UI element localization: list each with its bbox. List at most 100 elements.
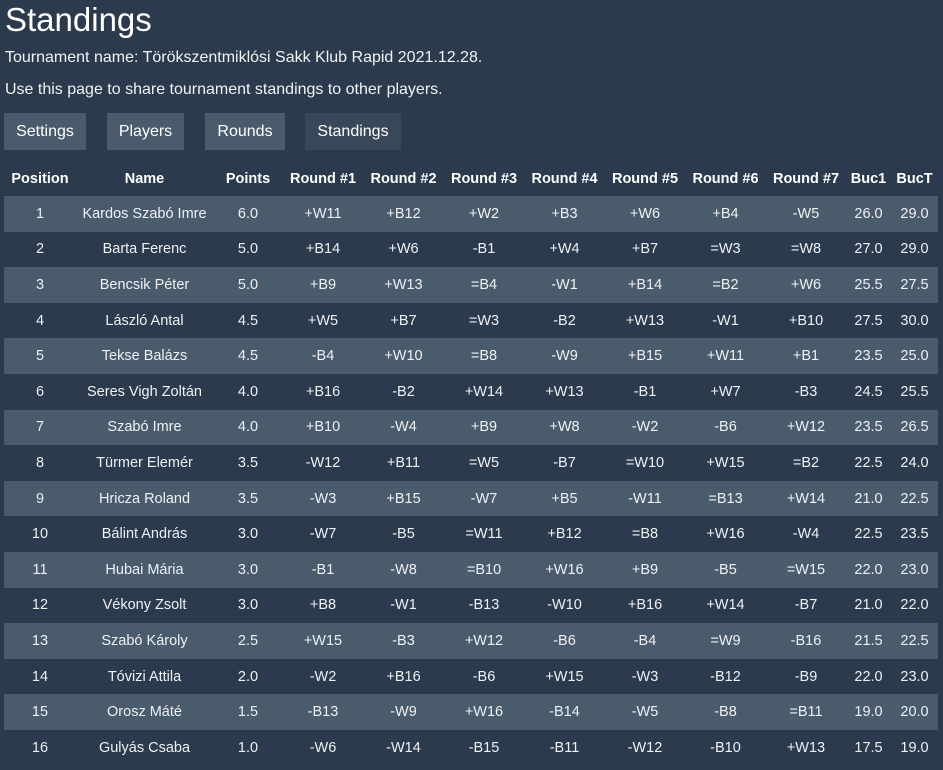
settings-tab-button[interactable]: Settings	[4, 113, 86, 150]
cell-buct: 20.0	[891, 694, 938, 730]
cell-round-3: +W12	[444, 623, 524, 659]
cell-round-2: +W6	[363, 231, 444, 268]
cell-round-1: -B4	[283, 338, 363, 374]
cell-round-2: +B15	[363, 480, 444, 517]
column-header-position: Position	[11, 170, 69, 187]
cell-buct: 23.5	[891, 516, 938, 552]
cell-round-5: +B14	[605, 267, 685, 303]
cell-name: Orosz Máté	[76, 694, 213, 730]
cell-points: 3.5	[213, 480, 283, 517]
cell-name: Bálint András	[76, 516, 213, 552]
cell-round-7: -W5	[766, 196, 846, 232]
cell-round-7: =B2	[766, 445, 846, 481]
table-row: 1 Kardos Szabó Imre 6.0 +W11 +B12 +W2 +B3 +W6 +B…	[4, 196, 938, 232]
cell-round-3: =B4	[444, 267, 524, 303]
cell-round-7: -B7	[766, 587, 846, 624]
cell-round-7: =W8	[766, 231, 846, 268]
cell-name: Szabó Károly	[76, 623, 213, 659]
table-row: 16 Gulyás Csaba 1.0 -W6 -W14 -B15 -B11 -W12 -B10…	[4, 729, 938, 766]
cell-round-2: -W9	[363, 694, 444, 730]
cell-points: 1.5	[213, 694, 283, 730]
players-tab-button[interactable]: Players	[107, 113, 184, 150]
cell-name: László Antal	[76, 302, 213, 339]
cell-round-5: -B4	[605, 623, 685, 659]
cell-points: 3.0	[213, 551, 283, 588]
rounds-tab-button[interactable]: Rounds	[205, 113, 285, 150]
cell-round-3: =W11	[444, 516, 524, 552]
cell-round-7: +W12	[766, 409, 846, 446]
cell-round-6: +B4	[685, 196, 766, 232]
cell-buct: 23.0	[891, 551, 938, 588]
cell-buc1: 21.5	[846, 623, 891, 659]
cell-round-5: =B8	[605, 516, 685, 552]
cell-round-5: +W6	[605, 196, 685, 232]
cell-round-5: -B1	[605, 373, 685, 410]
cell-round-4: +W16	[524, 551, 605, 588]
cell-position: 6	[4, 373, 76, 410]
cell-buct: 27.5	[891, 267, 938, 303]
cell-points: 2.0	[213, 658, 283, 695]
cell-name: Szabó Imre	[76, 409, 213, 446]
cell-round-3: =B10	[444, 551, 524, 588]
cell-round-7: +B1	[766, 338, 846, 374]
cell-round-4: -B2	[524, 302, 605, 339]
column-header-round-4: Round #4	[531, 170, 598, 187]
cell-round-1: +B9	[283, 267, 363, 303]
cell-round-3: =W3	[444, 302, 524, 339]
table-row: 11 Hubai Mária 3.0 -B1 -W8 =B10 +W16 +B9 -B5 =W15…	[4, 551, 938, 588]
cell-round-6: -B10	[685, 729, 766, 766]
cell-round-6: -B5	[685, 551, 766, 588]
cell-position: 3	[4, 267, 76, 303]
cell-round-2: +W10	[363, 338, 444, 374]
cell-round-4: -B6	[524, 623, 605, 659]
cell-round-1: -W12	[283, 445, 363, 481]
cell-round-1: -W3	[283, 480, 363, 517]
table-row: 8 Türmer Elemér 3.5 -W12 +B11 =W5 -B7 =W10 +W15 =…	[4, 445, 938, 481]
cell-round-5: -W2	[605, 409, 685, 446]
table-row: 6 Seres Vigh Zoltán 4.0 +B16 -B2 +W14 +W13 -B1 +…	[4, 373, 938, 410]
cell-round-1: +W5	[283, 302, 363, 339]
cell-points: 5.0	[213, 267, 283, 303]
table-row: 4 László Antal 4.5 +W5 +B7 =W3 -B2 +W13 -W1 +B10 2…	[4, 302, 938, 339]
cell-round-4: +W8	[524, 409, 605, 446]
cell-name: Hubai Mária	[76, 551, 213, 588]
cell-round-6: =W3	[685, 231, 766, 268]
column-header-round-7: Round #7	[772, 170, 840, 187]
cell-round-2: +B7	[363, 302, 444, 339]
cell-name: Gulyás Csaba	[76, 729, 213, 766]
cell-position: 5	[4, 338, 76, 374]
cell-position: 14	[4, 658, 76, 695]
cell-points: 4.0	[213, 373, 283, 410]
column-header-buc1: Buc1	[850, 170, 887, 187]
cell-buct: 23.0	[891, 658, 938, 695]
column-header-round-6: Round #6	[692, 170, 759, 187]
standings-tab-button[interactable]: Standings	[305, 113, 401, 150]
table-row: 5 Tekse Balázs 4.5 -B4 +W10 =B8 -W9 +B15 +W11 +B1…	[4, 338, 938, 374]
cell-position: 1	[4, 196, 76, 232]
cell-buc1: 22.0	[846, 551, 891, 588]
cell-buc1: 17.5	[846, 729, 891, 766]
cell-buct: 29.0	[891, 231, 938, 268]
cell-round-6: -W1	[685, 302, 766, 339]
cell-round-3: -B6	[444, 658, 524, 695]
cell-round-2: +B12	[363, 196, 444, 232]
column-header-buct: BucT	[896, 170, 933, 187]
cell-round-1: -W6	[283, 729, 363, 766]
cell-round-2: -W8	[363, 551, 444, 588]
cell-round-5: -W12	[605, 729, 685, 766]
cell-round-5: +B9	[605, 551, 685, 588]
cell-round-7: +B10	[766, 302, 846, 339]
cell-buc1: 25.5	[846, 267, 891, 303]
cell-round-3: =W5	[444, 445, 524, 481]
table-row: 12 Vékony Zsolt 3.0 +B8 -W1 -B13 -W10 +B16 +W14-…	[4, 587, 938, 624]
cell-round-4: +W4	[524, 231, 605, 268]
cell-buc1: 22.5	[846, 516, 891, 552]
cell-points: 3.5	[213, 445, 283, 481]
cell-position: 2	[4, 231, 76, 268]
table-row: 3 Bencsik Péter 5.0 +B9 +W13 =B4 -W1 +B14 =B2 +W6…	[4, 267, 938, 303]
cell-round-3: -B13	[444, 587, 524, 624]
cell-round-1: +W11	[283, 196, 363, 232]
cell-round-3: =B8	[444, 338, 524, 374]
column-header-points: Points	[225, 170, 271, 187]
column-header-round-5: Round #5	[611, 170, 679, 187]
